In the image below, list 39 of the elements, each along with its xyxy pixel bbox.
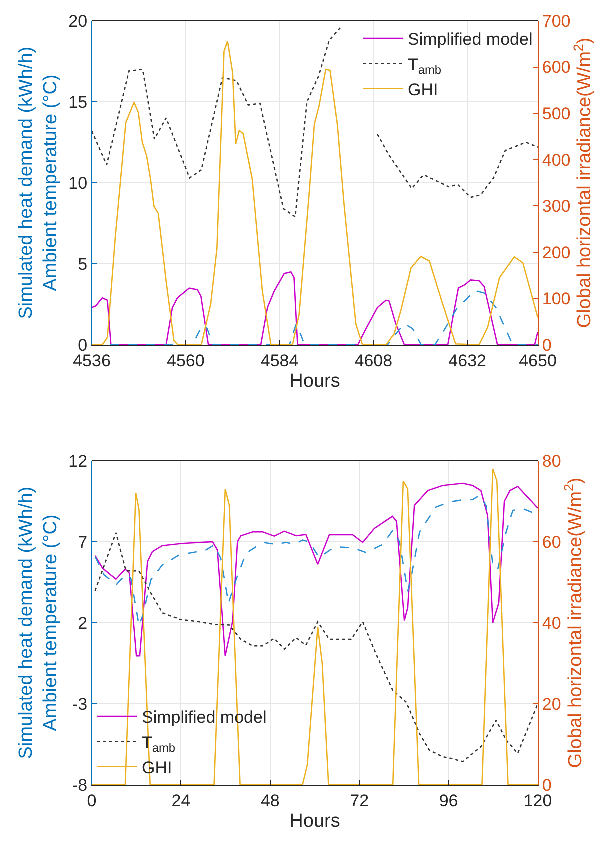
y-tick-label: -8	[72, 776, 88, 795]
line-series	[94, 532, 538, 762]
y2-tick-label: 300	[542, 197, 571, 216]
y2-tick-label: 700	[542, 12, 571, 31]
x-tick-label: 72	[350, 791, 370, 810]
y-tick-label: 10	[68, 174, 88, 193]
y-tick-label: 5	[78, 254, 88, 274]
x-tick-label: 4608	[354, 351, 393, 370]
y2-tick-label: 600	[542, 58, 571, 78]
line-series	[92, 468, 538, 785]
y2-tick-label: 400	[542, 150, 571, 170]
y2-tick-label: 200	[542, 243, 571, 262]
x-axis-title: Hours	[290, 811, 340, 832]
x-tick-label: 4584	[260, 351, 299, 370]
x-tick-label: 24	[172, 791, 191, 810]
y-tick-label: -3	[72, 694, 88, 714]
y-tick-label: 15	[68, 92, 88, 112]
y-tick-label: 2	[78, 614, 88, 633]
x-tick-label: 96	[439, 791, 458, 810]
x-axis-title: Hours	[290, 371, 340, 392]
y2-tick-label: 60	[542, 532, 562, 552]
x-tick-label: 4632	[448, 351, 486, 370]
legend-label: Simplified model	[408, 30, 533, 50]
y-axis-title: Simulated heat demand (kWh/h) Ambient temperature (°C)	[16, 46, 62, 320]
y2-tick-label: 40	[542, 614, 562, 633]
y2-tick-label: 100	[542, 290, 571, 309]
x-tick-label: 4560	[166, 351, 205, 370]
x-tick-label: 48	[260, 791, 280, 810]
y-axis-title: Simulated heat demand (kWh/h) Ambient temperature (°C)	[16, 486, 62, 760]
y-tick-label: 20	[68, 12, 88, 31]
y2-tick-label: 500	[542, 104, 571, 124]
y2-tick-label: 20	[542, 694, 562, 714]
y-tick-label: 7	[78, 532, 88, 552]
legend-label: T$_{amb}$	[408, 55, 442, 77]
line-series	[94, 482, 538, 657]
legend-label: GHI	[408, 80, 438, 100]
y2-tick-label: 80	[542, 452, 562, 471]
line-series	[92, 271, 538, 346]
y-tick-label: 12	[68, 452, 88, 471]
